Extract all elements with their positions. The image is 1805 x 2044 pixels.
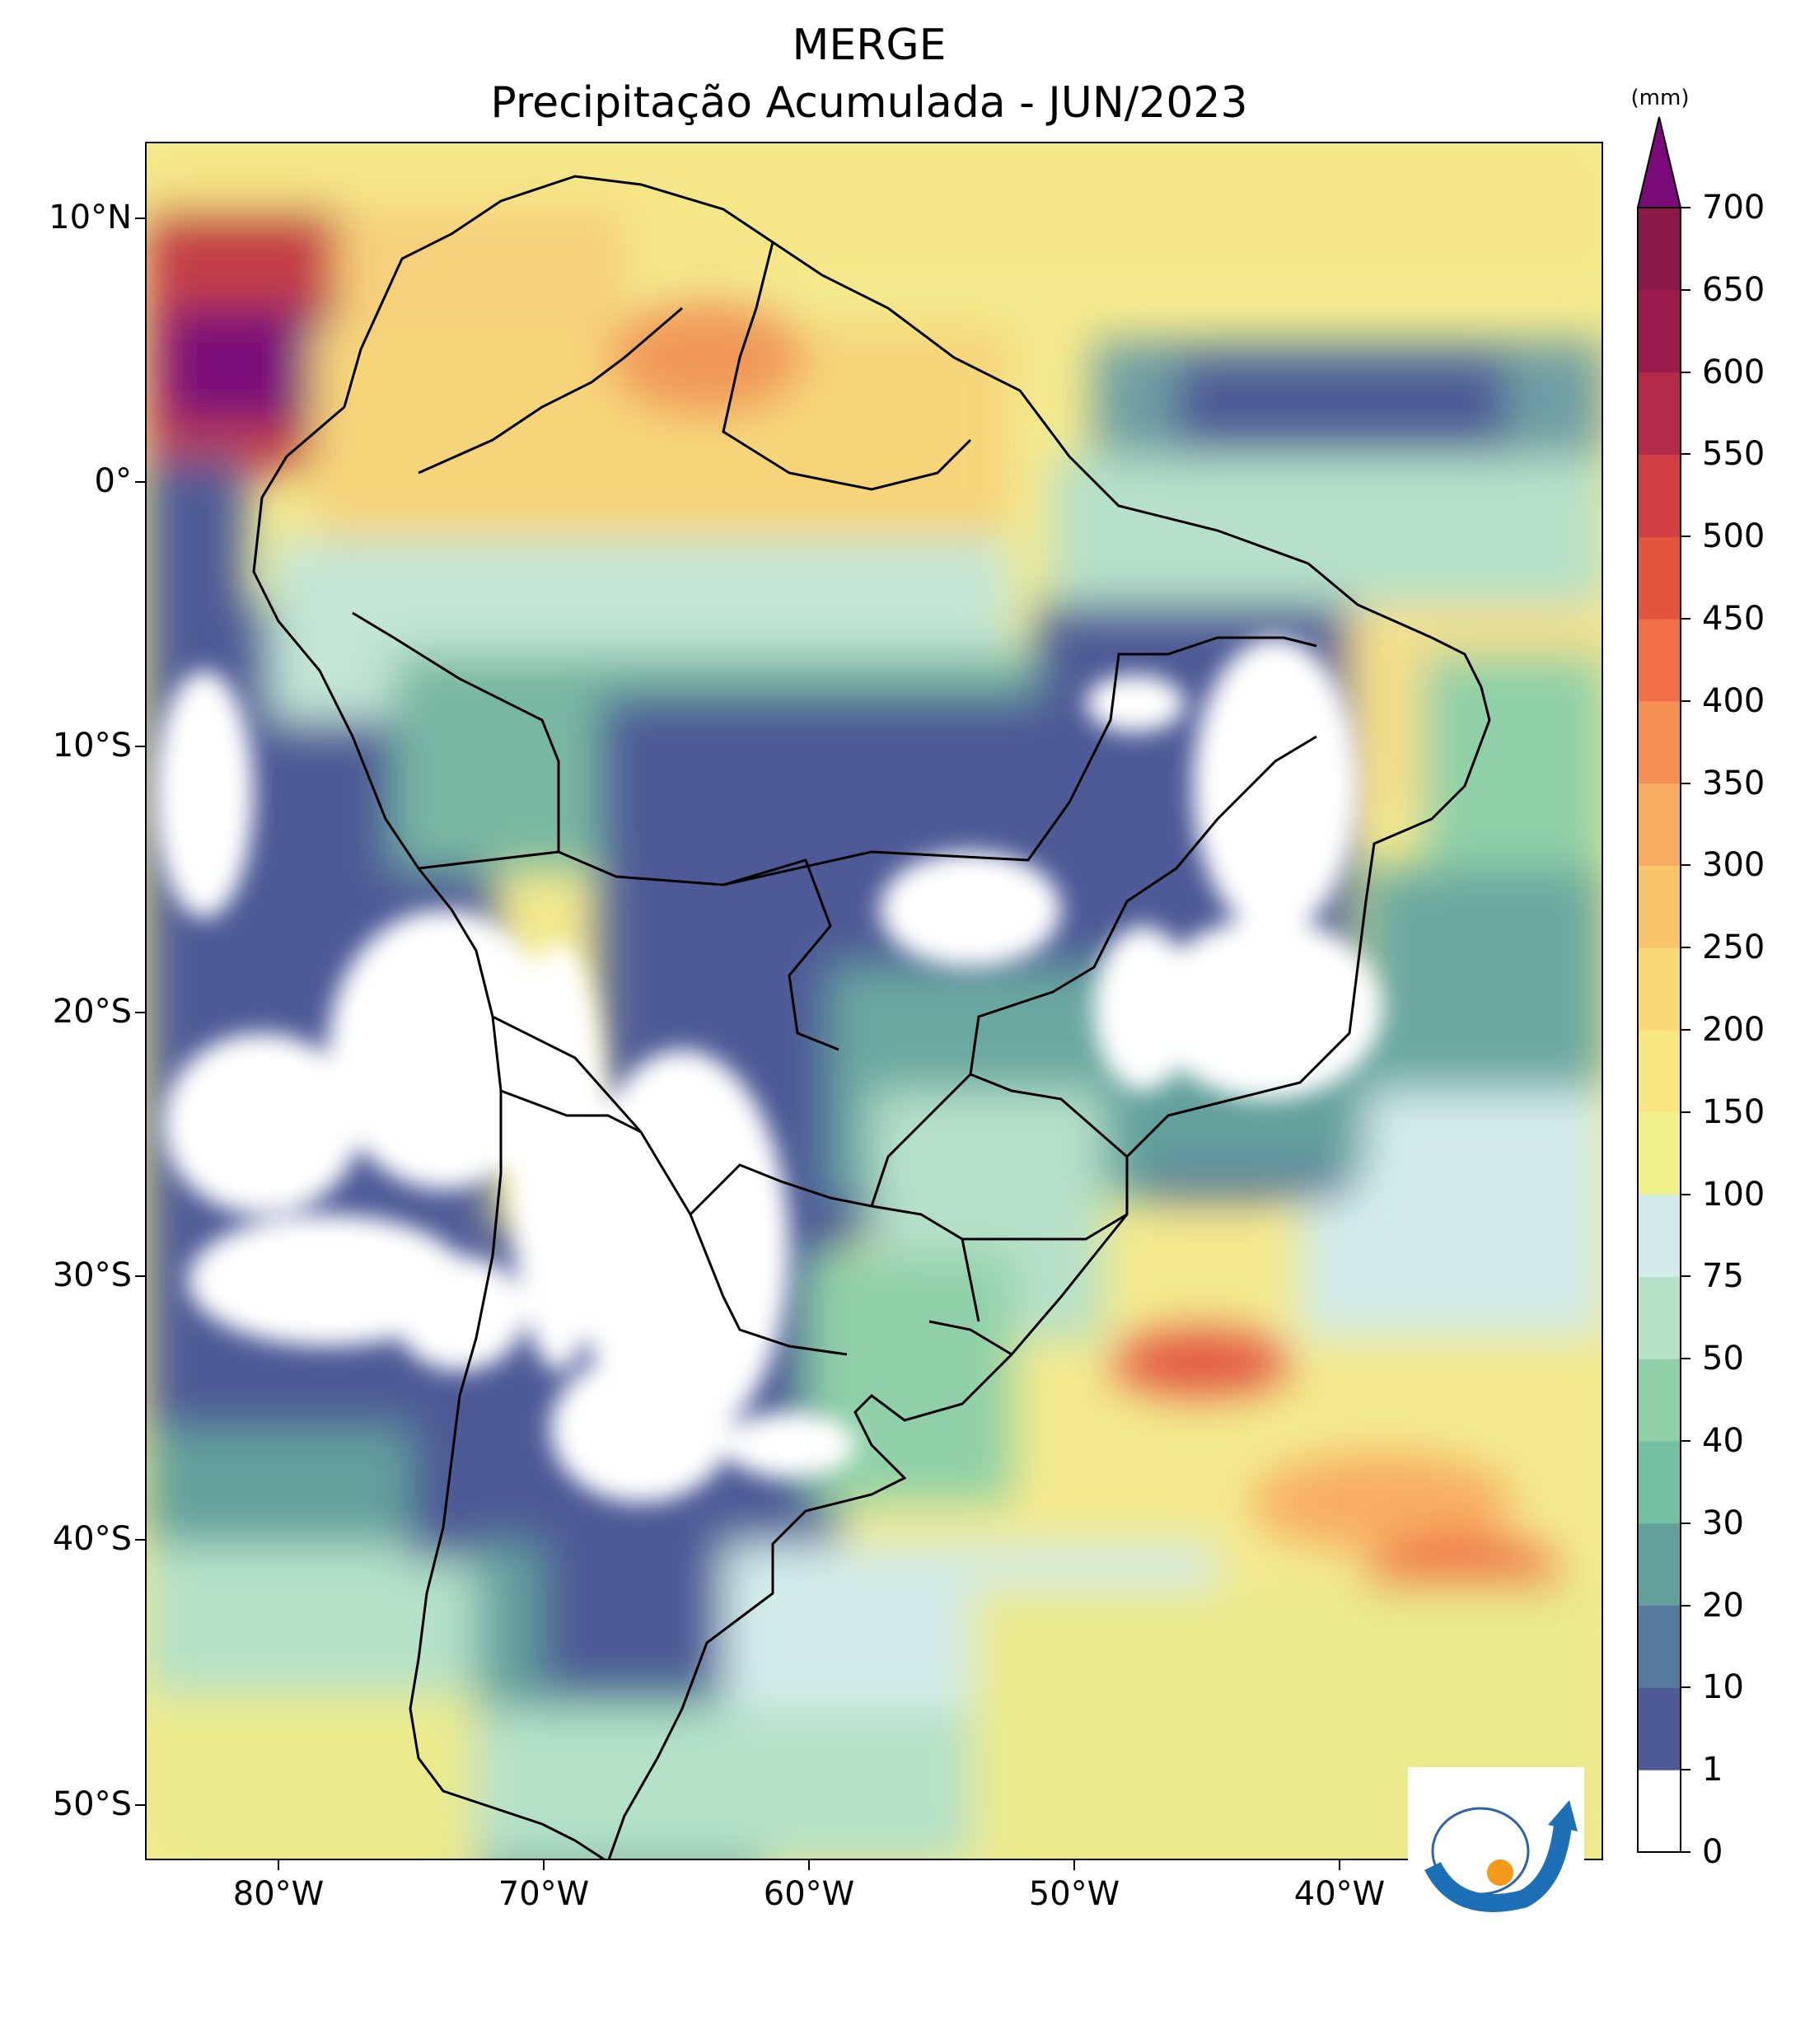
map-title: MERGE [792,21,947,70]
colorbar-step [1638,1687,1681,1770]
colorbar-tick [1681,1193,1690,1195]
colorbar-step [1638,1276,1681,1359]
lat-label-50s: 50°S [52,1785,132,1823]
lat-tick [135,1012,145,1013]
lat-label-10n: 10°N [49,199,132,236]
colorbar-tick [1681,1275,1690,1278]
lon-label-40w: 40°W [1293,1875,1386,1913]
colorbar-tick [1681,1522,1690,1524]
colorbar-tick [1681,782,1690,784]
colorbar-label: 250 [1702,928,1765,967]
colorbar-label: 200 [1702,1011,1765,1049]
colorbar-step [1638,1770,1681,1853]
colorbar-tick [1681,699,1690,702]
colorbar-step [1638,1030,1681,1113]
colorbar-tick [1681,1111,1690,1113]
colorbar-step [1638,372,1681,455]
lat-label-40s: 40°S [52,1520,132,1558]
colorbar-label: 20 [1702,1586,1744,1625]
lon-label-70w: 70°W [498,1875,590,1913]
colorbar-tick [1681,1769,1690,1771]
lat-label-10s: 10°S [52,727,132,765]
colorbar [1636,116,1682,1853]
colorbar-label: 700 [1702,189,1765,227]
colorbar-step [1638,208,1681,291]
lat-tick [135,1275,145,1277]
lon-tick [808,1860,810,1870]
lat-tick [135,1539,145,1541]
colorbar-step [1638,289,1681,373]
lon-label-60w: 60°W [763,1875,855,1913]
colorbar-step [1638,536,1681,620]
lat-tick [135,1804,145,1806]
colorbar-unit: (mm) [1630,86,1690,110]
lat-tick [135,217,145,219]
colorbar-step [1638,865,1681,948]
colorbar-step [1638,700,1681,784]
colorbar-step [1638,947,1681,1031]
colorbar-tick [1681,1358,1690,1360]
colorbar-label: 50 [1702,1340,1744,1378]
colorbar-tick [1681,536,1690,538]
coastlines-and-borders [252,175,1491,1859]
colorbar-label: 500 [1702,517,1765,556]
lon-label-50w: 50°W [1028,1875,1120,1913]
colorbar-label: 400 [1702,681,1765,720]
map-subtitle: Precipitação Acumulada - JUN/2023 [490,78,1248,128]
colorbar-step [1638,454,1681,537]
map-canvas [147,143,1602,1859]
colorbar-step [1638,619,1681,702]
colorbar-label: 350 [1702,764,1765,802]
colorbar-tick [1681,453,1690,456]
colorbar-step [1638,1522,1681,1607]
colorbar-label: 10 [1702,1668,1744,1707]
colorbar-tick [1681,947,1690,949]
colorbar-label: 550 [1702,435,1765,474]
lon-tick [543,1860,545,1870]
colorbar-tick [1681,371,1690,373]
colorbar-label: 150 [1702,1092,1765,1131]
lon-label-80w: 80°W [232,1875,325,1913]
lat-label-20s: 20°S [52,993,132,1031]
lat-tick [135,481,145,483]
lon-tick [1073,1860,1075,1870]
colorbar-label: 1 [1702,1751,1723,1789]
colorbar-tick [1681,864,1690,867]
lon-tick [278,1860,279,1870]
colorbar-tick [1681,1440,1690,1442]
colorbar-label: 300 [1702,846,1765,885]
colorbar-step [1638,1605,1681,1688]
precipitation-field [147,143,1602,1859]
lon-tick [1339,1860,1340,1870]
colorbar-tick [1681,288,1690,291]
colorbar-step [1638,783,1681,866]
lat-tick [135,746,145,747]
colorbar-label: 600 [1702,353,1765,391]
colorbar-step [1638,1359,1681,1442]
precipitation-map [145,142,1603,1860]
colorbar-tick [1681,1851,1690,1853]
inpe-logo-mark [1424,1800,1578,1912]
inpe-logo [1408,1767,1584,1934]
colorbar-label: 30 [1702,1504,1744,1542]
colorbar-label: 100 [1702,1175,1765,1214]
colorbar-step [1638,1194,1681,1277]
colorbar-tick [1681,1029,1690,1031]
lat-label-30s: 30°S [52,1256,132,1294]
colorbar-label: 40 [1702,1422,1744,1460]
colorbar-label: 75 [1702,1257,1744,1296]
dry-areas [155,638,1382,1503]
colorbar-label: 450 [1702,600,1765,638]
colorbar-label: 0 [1702,1833,1723,1871]
colorbar-extend-arrow [1636,116,1682,208]
colorbar-step [1638,1111,1681,1195]
colorbar-tick [1681,1604,1690,1607]
colorbar-tick [1681,207,1690,208]
lat-label-0: 0° [94,462,132,500]
colorbar-tick [1681,1686,1690,1689]
colorbar-step [1638,1441,1681,1524]
colorbar-label: 650 [1702,270,1765,309]
colorbar-tick [1681,618,1690,620]
